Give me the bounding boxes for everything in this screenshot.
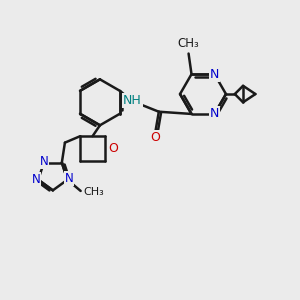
Text: N: N xyxy=(210,68,219,81)
Text: N: N xyxy=(32,173,40,186)
Text: N: N xyxy=(210,107,219,120)
Text: CH₃: CH₃ xyxy=(83,187,104,197)
Text: CH₃: CH₃ xyxy=(178,37,200,50)
Text: NH: NH xyxy=(123,94,142,107)
Text: N: N xyxy=(40,155,48,168)
Text: O: O xyxy=(150,131,160,144)
Text: O: O xyxy=(108,142,118,155)
Text: N: N xyxy=(64,172,73,185)
